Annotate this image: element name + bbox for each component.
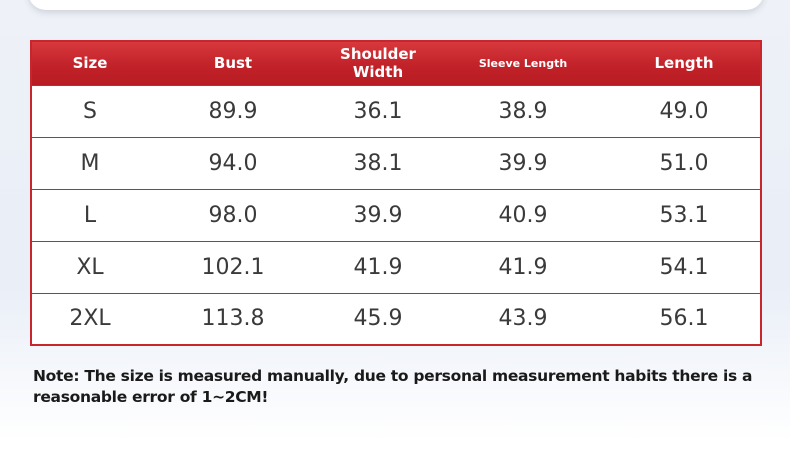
table-row: S 89.9 36.1 38.9 49.0 — [31, 84, 761, 137]
cell-bust: 102.1 — [148, 240, 318, 293]
cell-shoulder-width: 41.9 — [318, 240, 438, 293]
table-row: L 98.0 39.9 40.9 53.1 — [31, 188, 761, 241]
table-row: 2XL 113.8 45.9 43.9 56.1 — [31, 292, 761, 345]
cell-sleeve-length: 39.9 — [438, 136, 608, 189]
cell-length: 51.0 — [608, 136, 761, 189]
cell-bust: 94.0 — [148, 136, 318, 189]
header-sleeve-length: Sleeve Length — [478, 56, 568, 70]
size-chart-table: Size Bust Shoulder Width Sleeve Length L… — [30, 40, 762, 346]
cell-bust: 89.9 — [148, 84, 318, 137]
cell-shoulder-width: 38.1 — [318, 136, 438, 189]
table-row: XL 102.1 41.9 41.9 54.1 — [31, 240, 761, 293]
cell-size: S — [31, 84, 148, 137]
cell-bust: 98.0 — [148, 188, 318, 241]
cell-size: XL — [31, 240, 148, 293]
cell-size: M — [31, 136, 148, 189]
cell-shoulder-width: 45.9 — [318, 292, 438, 345]
table-header-row: Size Bust Shoulder Width Sleeve Length L… — [31, 41, 761, 85]
cell-sleeve-length: 40.9 — [438, 188, 608, 241]
cell-length: 53.1 — [608, 188, 761, 241]
header-shoulder-width: Shoulder Width — [340, 45, 416, 82]
cell-shoulder-width: 39.9 — [318, 188, 438, 241]
cell-shoulder-width: 36.1 — [318, 84, 438, 137]
table-row: M 94.0 38.1 39.9 51.0 — [31, 136, 761, 189]
cell-size: L — [31, 188, 148, 241]
cell-bust: 113.8 — [148, 292, 318, 345]
cell-length: 49.0 — [608, 84, 761, 137]
cell-sleeve-length: 38.9 — [438, 84, 608, 137]
header-bust: Bust — [213, 54, 253, 73]
header-size: Size — [72, 54, 108, 73]
top-card-edge — [28, 0, 764, 10]
cell-sleeve-length: 41.9 — [438, 240, 608, 293]
cell-sleeve-length: 43.9 — [438, 292, 608, 345]
cell-length: 56.1 — [608, 292, 761, 345]
cell-length: 54.1 — [608, 240, 761, 293]
cell-size: 2XL — [31, 292, 148, 345]
header-length: Length — [654, 54, 714, 73]
measurement-note: Note: The size is measured manually, due… — [33, 367, 753, 406]
